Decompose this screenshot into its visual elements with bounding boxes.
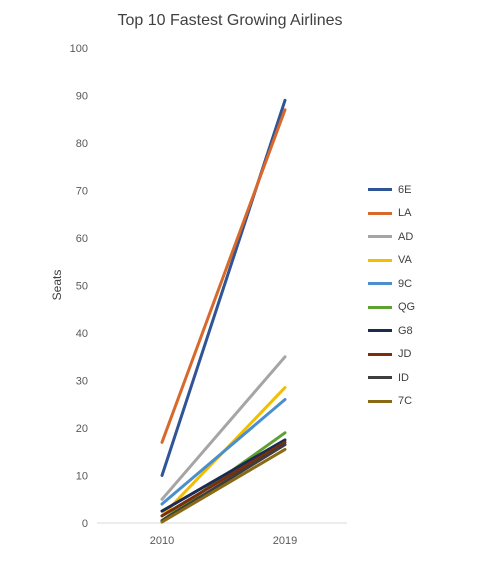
legend-label: VA bbox=[398, 254, 412, 267]
legend-label: QG bbox=[398, 301, 416, 314]
y-tick-label: 100 bbox=[70, 43, 88, 55]
legend-label: 6E bbox=[398, 183, 412, 196]
legend-item-ad: AD bbox=[368, 225, 415, 249]
legend-swatch bbox=[368, 376, 392, 380]
y-axis-label: Seats bbox=[50, 270, 64, 301]
y-tick-label: 60 bbox=[76, 233, 88, 245]
y-tick-label: 30 bbox=[76, 376, 88, 388]
legend-swatch bbox=[368, 258, 392, 262]
legend-item-9c: 9C bbox=[368, 272, 415, 296]
legend-label: ID bbox=[398, 371, 409, 384]
legend-swatch bbox=[368, 235, 392, 239]
y-tick-label: 10 bbox=[76, 471, 88, 483]
legend-label: LA bbox=[398, 207, 412, 220]
y-tick-label: 40 bbox=[76, 328, 88, 340]
y-tick-label: 20 bbox=[76, 423, 88, 435]
legend-swatch bbox=[368, 211, 392, 215]
x-tick-label: 2010 bbox=[150, 535, 174, 547]
y-tick-label: 90 bbox=[76, 91, 88, 103]
legend-item-g8: G8 bbox=[368, 319, 415, 343]
legend-item-va: VA bbox=[368, 249, 415, 273]
legend-swatch bbox=[368, 305, 392, 309]
series-line-7c bbox=[160, 447, 287, 524]
legend-item-jd: JD bbox=[368, 343, 415, 367]
legend-label: JD bbox=[398, 348, 412, 361]
series-line-jd bbox=[160, 440, 287, 518]
y-tick-label: 0 bbox=[82, 518, 88, 530]
legend-item-la: LA bbox=[368, 202, 415, 226]
legend-item-id: ID bbox=[368, 366, 415, 390]
chart-title: Top 10 Fastest Growing Airlines bbox=[118, 12, 343, 29]
series-line-id bbox=[160, 443, 287, 523]
legend-item-7c: 7C bbox=[368, 390, 415, 414]
y-axis-ticks: 0 10 20 30 40 50 60 70 80 90 100 bbox=[70, 43, 88, 530]
legend-swatch bbox=[368, 282, 392, 286]
legend-label: AD bbox=[398, 230, 414, 243]
series-lines bbox=[160, 98, 287, 524]
legend-label: 7C bbox=[398, 395, 413, 408]
y-tick-label: 50 bbox=[76, 281, 88, 293]
legend-label: G8 bbox=[398, 324, 413, 337]
legend-swatch bbox=[368, 188, 392, 192]
legend-swatch bbox=[368, 329, 392, 333]
series-line-g8 bbox=[160, 438, 287, 513]
legend-item-qg: QG bbox=[368, 296, 415, 320]
series-line-9c bbox=[160, 398, 287, 506]
y-tick-label: 80 bbox=[76, 138, 88, 150]
legend-item-6e: 6E bbox=[368, 178, 415, 202]
legend-label: 9C bbox=[398, 277, 413, 290]
series-line-ad bbox=[160, 355, 287, 501]
y-tick-label: 70 bbox=[76, 186, 88, 198]
series-line-la bbox=[160, 108, 287, 444]
legend-swatch bbox=[368, 352, 392, 356]
x-axis-ticks: 2010 2019 bbox=[150, 535, 297, 547]
legend: 6E LA AD VA 9C QG G8 JD ID 7C bbox=[368, 178, 415, 413]
legend-swatch bbox=[368, 399, 392, 403]
x-tick-label: 2019 bbox=[273, 535, 297, 547]
